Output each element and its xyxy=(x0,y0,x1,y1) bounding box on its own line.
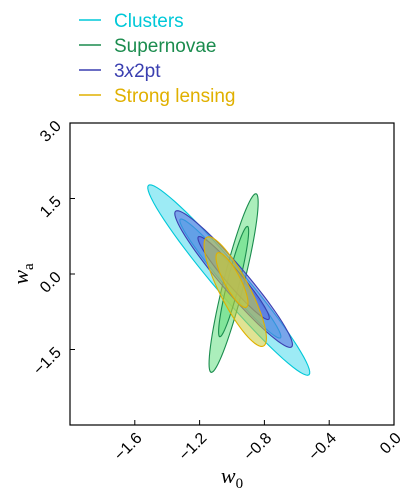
legend-label: Supernovae xyxy=(114,36,216,57)
y-axis-label: wa xyxy=(8,263,37,285)
y-tick-label: 3.0 xyxy=(37,118,65,146)
legend: Clusters Supernovae 3x2pt Strong lensing xyxy=(79,11,235,107)
legend-item-supernovae: Supernovae xyxy=(79,36,216,57)
legend-label: Clusters xyxy=(114,11,184,32)
x-tick-label: −1.2 xyxy=(176,430,210,464)
legend-item-3x2pt: 3x2pt xyxy=(79,61,161,82)
tick-layer: −1.6 −1.2 −0.8 −0.4 0.0 3.0 1.5 0.0 −1.5 xyxy=(30,118,404,464)
legend-label: Strong lensing xyxy=(114,86,235,107)
y-tick-label: 1.5 xyxy=(37,193,65,221)
x-tick-label: 0.0 xyxy=(377,430,405,458)
x-tick-label: −0.4 xyxy=(306,430,340,464)
legend-item-strong-lensing: Strong lensing xyxy=(79,86,235,107)
x-axis-label: w0 xyxy=(221,463,243,492)
contour-strong-lensing-68 xyxy=(215,252,249,309)
contour-layer xyxy=(147,184,311,376)
y-tick-label: −1.5 xyxy=(30,344,64,378)
legend-item-clusters: Clusters xyxy=(79,11,184,32)
series-strong-lensing xyxy=(203,236,267,347)
x-tick-label: −1.6 xyxy=(111,430,145,464)
legend-label: 3x2pt xyxy=(114,61,161,82)
y-tick-label: 0.0 xyxy=(37,269,65,297)
x-tick-label: −0.8 xyxy=(241,430,275,464)
